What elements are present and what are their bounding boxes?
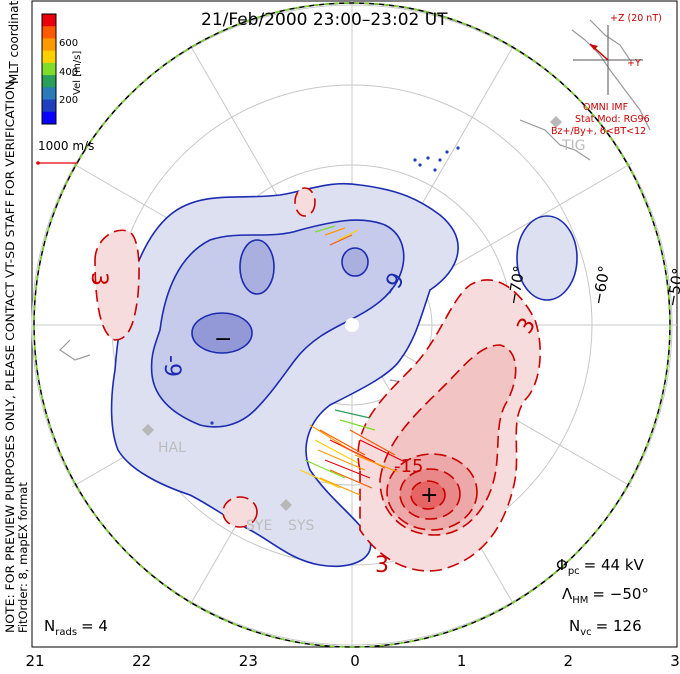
imf-model: Stat Mod: RG96 [575,114,650,125]
contour-label: 3 [375,553,389,578]
phi-pc-label: Φpc = 44 kV [556,556,645,577]
x-axis: 21 22 23 0 1 2 3 [25,652,679,670]
velocity-vectors [299,225,406,496]
x-tick-label: 23 [239,652,258,670]
colorbar-segment [42,38,56,52]
preview-note: NOTE: FOR PREVIEW PURPOSES ONLY, PLEASE … [3,77,17,633]
colorbar-tick-400: 400 [59,67,78,78]
station-marker [280,499,292,511]
colorbar-segment [42,62,56,76]
imf-bz-label: +Z (20 nT) [610,13,662,24]
negative-cell [110,182,578,567]
x-tick-label: 3 [670,652,680,670]
lat-label-50: −50° [663,267,680,309]
station-label: SYS [288,518,314,534]
colorbar-segment [42,50,56,64]
contour-label: -15 [394,456,423,477]
max-potential-marker: + [420,483,438,508]
contour-label: -9 [159,355,184,377]
colorbar-segment [42,75,56,88]
x-tick-label: 2 [564,652,574,670]
x-tick-label: 22 [132,652,151,670]
station-label: SYE [246,518,272,534]
colorbar-label: Vel [m/s] [72,51,83,95]
station-marker [142,424,154,436]
contour-label: 3 [86,272,111,286]
velocity-dots [210,146,460,425]
velocity-scale-label: 1000 m/s [38,139,94,153]
nrads-label: Nrads = 4 [44,617,108,638]
station-label: TIG [561,138,586,154]
x-tick-label: 1 [457,652,467,670]
colorbar [41,13,57,125]
colorbar-border [41,13,57,125]
colorbar-segment [42,99,56,113]
colorbar-tick-600: 600 [59,38,78,49]
nvc-label: Nvc = 126 [569,617,642,638]
colorbar-segment [42,14,56,27]
colorbar-segment [42,87,56,101]
station-marker [550,116,562,128]
fit-order-note: FitOrder: 8, mapEX format [16,482,30,633]
imf-conditions: Bz+/By+, 6<BT<12 [551,126,646,137]
lambda-hm-label: ΛHM = −50° [562,585,649,606]
min-potential-marker: − [214,327,232,352]
coordinate-label: MLT coordinates [7,0,21,84]
x-tick-label: 21 [25,652,44,670]
velocity-scale-dot [36,161,40,165]
positive-cell [94,187,541,572]
colorbar-tick-200: 200 [59,95,78,106]
imf-by-label: +Y [627,58,641,69]
pole-marker [345,318,359,332]
hm-boundary-dash [33,2,671,648]
x-tick-label: 0 [350,652,360,670]
station-label: HAL [158,440,186,456]
map-title: 21/Feb/2000 23:00–23:02 UT [201,10,448,30]
colorbar-segment [42,111,56,125]
imf-clock [573,25,643,95]
imf-source: OMNI IMF [583,102,628,113]
colorbar-segment [42,26,56,39]
